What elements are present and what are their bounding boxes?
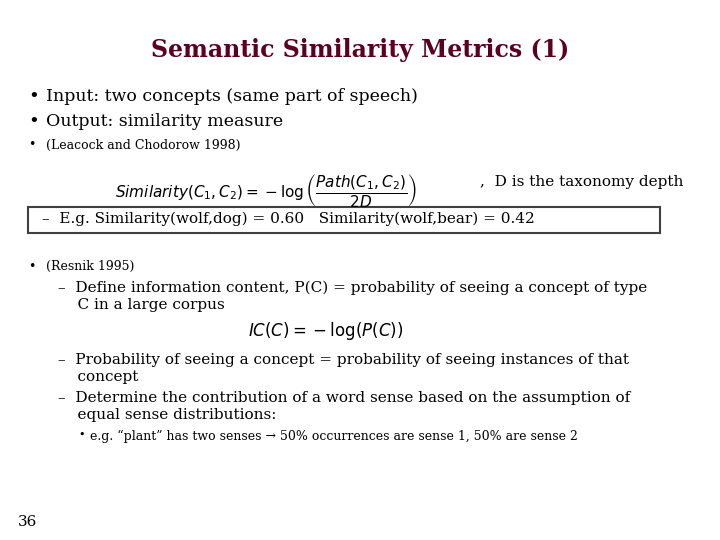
Text: •: • <box>28 138 35 151</box>
Text: –  Probability of seeing a concept = probability of seeing instances of that: – Probability of seeing a concept = prob… <box>58 353 629 367</box>
Text: e.g. “plant” has two senses → 50% occurrences are sense 1, 50% are sense 2: e.g. “plant” has two senses → 50% occurr… <box>90 430 578 443</box>
Text: Input: two concepts (same part of speech): Input: two concepts (same part of speech… <box>46 88 418 105</box>
Text: –  E.g. Similarity(wolf,dog) = 0.60   Similarity(wolf,bear) = 0.42: – E.g. Similarity(wolf,dog) = 0.60 Simil… <box>42 212 535 226</box>
Text: ,  D is the taxonomy depth: , D is the taxonomy depth <box>480 175 683 189</box>
Text: C in a large corpus: C in a large corpus <box>58 298 225 312</box>
Text: equal sense distributions:: equal sense distributions: <box>58 408 276 422</box>
Text: $\mathit{Similarity}(C_1, C_2) = -\log\left(\dfrac{\mathit{Path}(C_1, C_2)}{2D}\: $\mathit{Similarity}(C_1, C_2) = -\log\l… <box>115 172 417 209</box>
Text: (Resnik 1995): (Resnik 1995) <box>46 260 135 273</box>
Text: –  Define information content, P(C) = probability of seeing a concept of type: – Define information content, P(C) = pro… <box>58 281 647 295</box>
Text: •: • <box>28 88 39 106</box>
Text: Semantic Similarity Metrics (1): Semantic Similarity Metrics (1) <box>151 38 569 62</box>
Text: •: • <box>28 113 39 131</box>
Text: •: • <box>78 430 84 440</box>
Text: Output: similarity measure: Output: similarity measure <box>46 113 283 130</box>
Text: •: • <box>28 260 35 273</box>
Text: concept: concept <box>58 370 138 384</box>
FancyBboxPatch shape <box>28 207 660 233</box>
Text: –  Determine the contribution of a word sense based on the assumption of: – Determine the contribution of a word s… <box>58 391 630 405</box>
Text: $\mathit{IC}(C) = -\log(P(C))$: $\mathit{IC}(C) = -\log(P(C))$ <box>248 320 403 342</box>
Text: (Leacock and Chodorow 1998): (Leacock and Chodorow 1998) <box>46 139 240 152</box>
Text: 36: 36 <box>18 515 37 529</box>
